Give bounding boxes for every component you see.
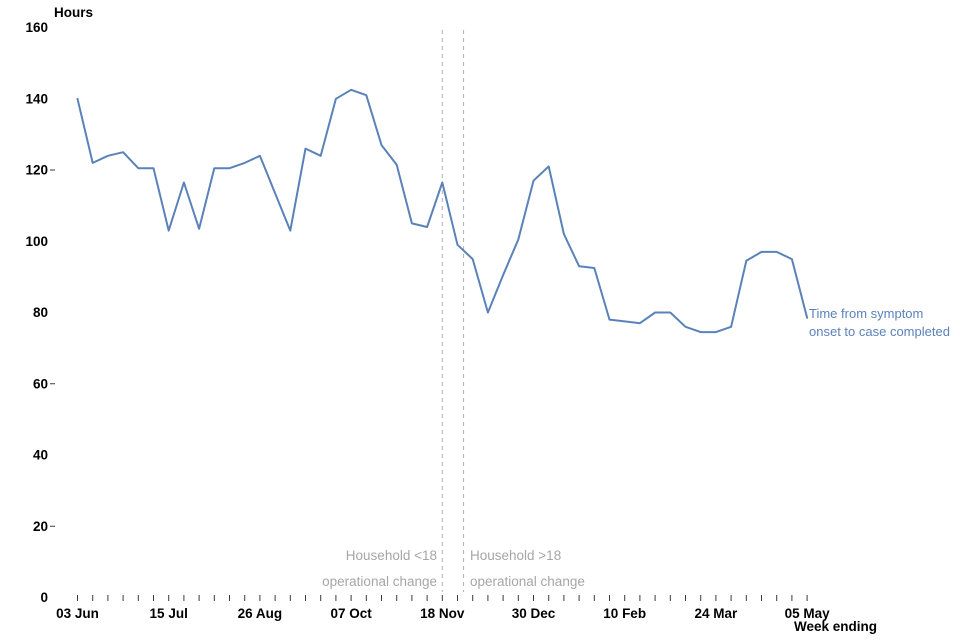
vline-household-under18-label-row2: operational change <box>322 574 437 589</box>
x-axis-tick-label: 26 Aug <box>238 606 283 621</box>
y-axis-tick-label: 60 <box>33 376 48 391</box>
y-axis-tick-label: 120 <box>25 163 48 178</box>
x-axis-tick-label: 24 Mar <box>695 606 739 621</box>
y-axis-tick-label: 0 <box>40 590 48 605</box>
y-axis-tick-label: 160 <box>25 20 48 35</box>
x-axis-tick-label: 18 Nov <box>420 606 465 621</box>
y-axis-tick-label: 140 <box>25 91 48 106</box>
x-axis-tick-label: 07 Oct <box>330 606 372 621</box>
y-axis-tick-label: 20 <box>33 519 48 534</box>
vline-household-over18-label-row2: operational change <box>470 574 585 589</box>
series-label-row1: Time from symptom <box>809 306 924 321</box>
series-label-row2: onset to case completed <box>809 324 950 339</box>
vline-household-over18-label-row1: Household >18 <box>470 548 562 563</box>
x-axis-tick-label: 03 Jun <box>56 606 99 621</box>
x-axis-tick-label: 10 Feb <box>603 606 646 621</box>
x-axis-tick-label: 05 May <box>785 606 831 621</box>
vline-household-under18-label-row1: Household <18 <box>345 548 437 563</box>
y-axis-title: Hours <box>54 5 94 20</box>
x-axis-tick-label: 30 Dec <box>512 606 556 621</box>
y-axis-tick-label: 100 <box>25 234 48 249</box>
x-axis-title: Week ending <box>793 619 877 634</box>
y-axis-tick-label: 80 <box>33 305 48 320</box>
series-line <box>76 88 809 334</box>
y-axis-tick-label: 40 <box>33 448 48 463</box>
x-axis-tick-label: 15 Jul <box>150 606 188 621</box>
